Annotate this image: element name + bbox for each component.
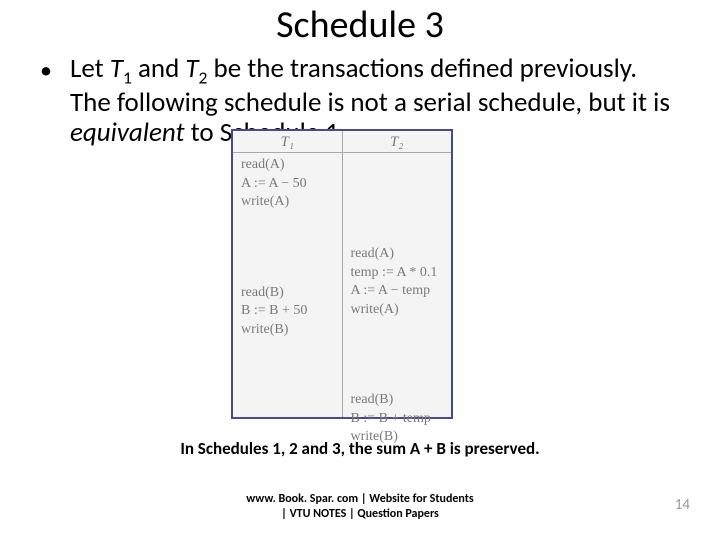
var-t2: T	[185, 52, 198, 85]
op: temp := A * 0.1	[351, 264, 446, 282]
op: read(B)	[351, 391, 446, 409]
text-equivalent: equivalent	[70, 116, 185, 149]
op: B := B + temp	[351, 410, 446, 428]
text-mid1: and	[132, 52, 186, 85]
slide-title: Schedule 3	[0, 2, 720, 48]
col-t2: read(A) temp := A * 0.1 A := A − temp wr…	[343, 153, 452, 417]
table-header-row: T₁ T₂	[233, 131, 451, 153]
op: A := A − temp	[351, 282, 446, 300]
op: write(B)	[241, 321, 336, 339]
caption-text: In Schedules 1, 2 and 3, the sum A + B i…	[0, 438, 720, 459]
table-body: read(A) A := A − 50 write(A) read(B) B :…	[233, 153, 451, 417]
op: B := B + 50	[241, 302, 336, 320]
schedule-table: T₁ T₂ read(A) A := A − 50 write(A) read(…	[231, 129, 453, 419]
bullet-marker: •	[40, 54, 70, 149]
footer-line2: | VTU NOTES | Question Papers	[281, 507, 439, 521]
page-number: 14	[675, 496, 690, 514]
gap	[241, 212, 336, 284]
gap	[351, 156, 446, 228]
col-t1: read(A) A := A − 50 write(A) read(B) B :…	[233, 153, 343, 417]
op: read(B)	[241, 284, 336, 302]
op: read(A)	[241, 156, 336, 174]
gap	[351, 228, 446, 245]
col-header-t2: T₂	[343, 131, 452, 152]
op: write(A)	[241, 193, 336, 211]
col-header-t1: T₁	[233, 131, 343, 152]
footer-line1: www. Book. Spar. com | Website for Stude…	[246, 492, 473, 506]
op: read(A)	[351, 245, 446, 263]
footer: www. Book. Spar. com | Website for Stude…	[0, 492, 720, 522]
text-prefix: Let	[70, 52, 110, 85]
gap	[351, 319, 446, 391]
slide: Schedule 3 • Let T1 and T2 be the transa…	[0, 0, 720, 540]
op: A := A − 50	[241, 175, 336, 193]
var-t1: T	[110, 52, 123, 85]
op: write(A)	[351, 301, 446, 319]
